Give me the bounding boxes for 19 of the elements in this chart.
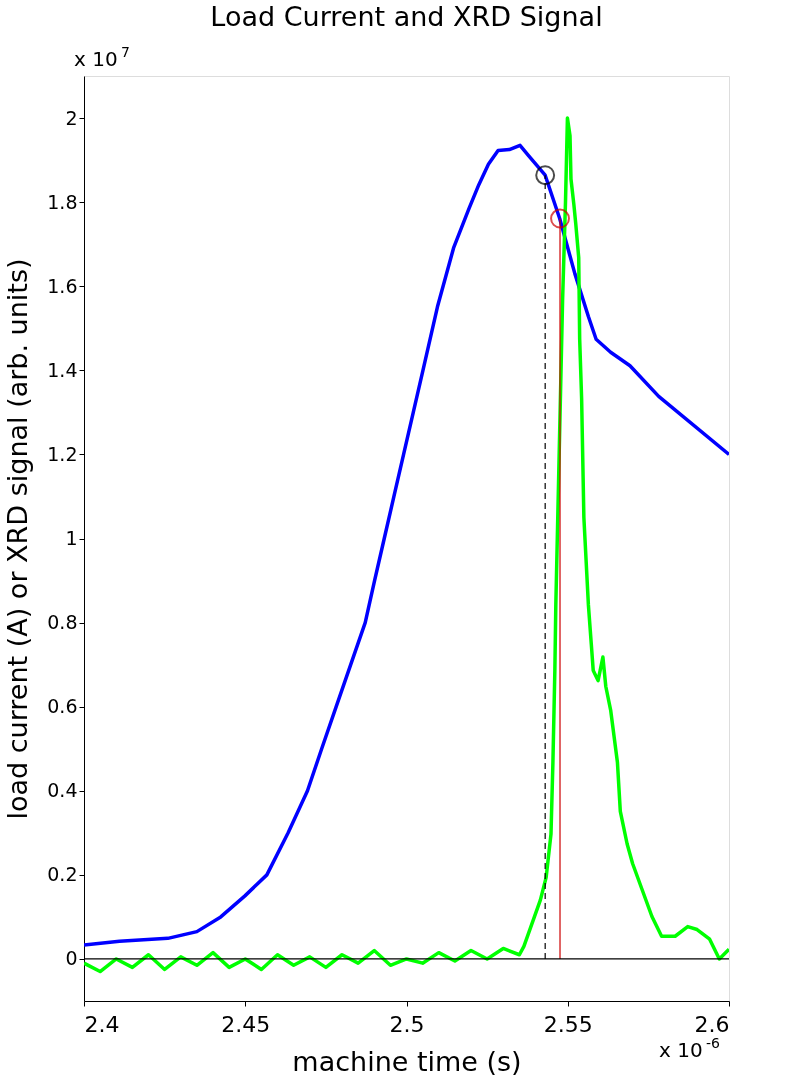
x-tick-label: 2.6 xyxy=(694,1011,730,1037)
y-tick-label: 0.4 xyxy=(47,779,78,802)
y-axis-title: load current (A) or XRD signal (arb. units) xyxy=(2,258,34,820)
y-tick-label: 1.2 xyxy=(47,442,78,465)
x-tick-label: 2.55 xyxy=(543,1011,593,1037)
y-tick-label: 1.6 xyxy=(47,274,78,297)
x-tick-label: 2.5 xyxy=(389,1011,425,1037)
x-tick-label: 2.45 xyxy=(221,1011,271,1037)
y-tick-label: 1 xyxy=(65,527,78,549)
chart-title: Load Current and XRD Signal xyxy=(210,1,603,32)
x-tick-label: 2.4 xyxy=(84,1011,120,1037)
y-tick-label: 0.8 xyxy=(47,611,78,634)
y-tick-label: 1.4 xyxy=(47,358,78,381)
y-tick-label: 0.2 xyxy=(47,863,78,886)
y-tick-label: 2 xyxy=(65,106,78,129)
y-tick-label: 1.8 xyxy=(47,190,78,213)
y-tick-label: 0.6 xyxy=(47,695,78,718)
y-tick-label: 0 xyxy=(65,947,78,970)
x-axis-title: machine time (s) xyxy=(292,1045,522,1077)
